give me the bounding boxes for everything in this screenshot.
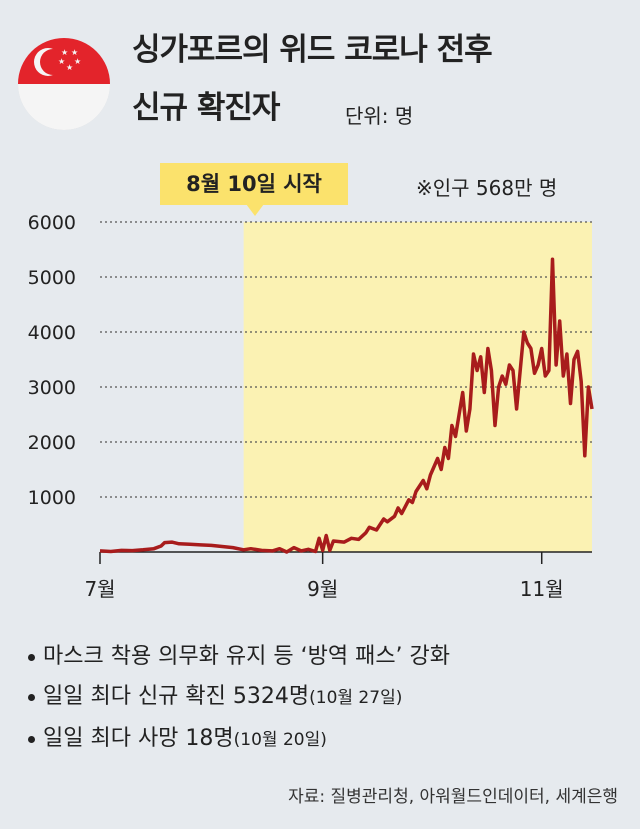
svg-text:★: ★ (66, 63, 73, 72)
note-2-text: 일일 최다 신규 확진 5324명 (43, 684, 310, 709)
chart-title-line2: 신규 확진자 (132, 90, 280, 126)
note-3-text: 일일 최다 사망 18명 (43, 726, 234, 751)
population-note: ※인구 568만 명 (416, 176, 558, 200)
y-tick-label: 3000 (28, 377, 76, 399)
note-3: 일일 최다 사망 18명(10월 20일) (28, 724, 327, 755)
x-tick-label: 7월 (84, 577, 115, 601)
chart-title-line1: 싱가포르의 위드 코로나 전후 (132, 32, 493, 68)
bullet-icon (28, 735, 35, 743)
svg-text:★: ★ (71, 48, 78, 57)
callout-pointer (246, 204, 264, 216)
singapore-flag-icon: ★ ★ ★ ★ ★ (18, 38, 110, 130)
svg-text:★: ★ (74, 57, 81, 66)
svg-text:★: ★ (61, 48, 68, 57)
bullet-icon (28, 653, 35, 661)
y-tick-label: 1000 (28, 487, 76, 509)
source-note: 자료: 질병관리청, 아워월드인데이터, 세계은행 (288, 787, 618, 807)
bullet-icon (28, 693, 35, 701)
y-tick-label: 4000 (28, 322, 76, 344)
y-tick-label: 6000 (28, 212, 76, 234)
note-2: 일일 최다 신규 확진 5324명(10월 27일) (28, 682, 403, 713)
note-2-sub: (10월 27일) (309, 688, 403, 708)
x-tick-label: 11월 (520, 577, 564, 601)
note-3-sub: (10월 20일) (233, 730, 327, 750)
unit-label: 단위: 명 (345, 104, 414, 128)
note-1-text: 마스크 착용 의무화 유지 등 ‘방역 패스’ 강화 (43, 644, 451, 669)
svg-text:★: ★ (58, 57, 65, 66)
y-tick-label: 5000 (28, 267, 76, 289)
y-tick-label: 2000 (28, 432, 76, 454)
x-tick-label: 9월 (307, 577, 338, 601)
start-callout: 8월 10일 시작 (160, 163, 348, 205)
series-line (99, 257, 594, 554)
note-1: 마스크 착용 의무화 유지 등 ‘방역 패스’ 강화 (28, 642, 451, 673)
